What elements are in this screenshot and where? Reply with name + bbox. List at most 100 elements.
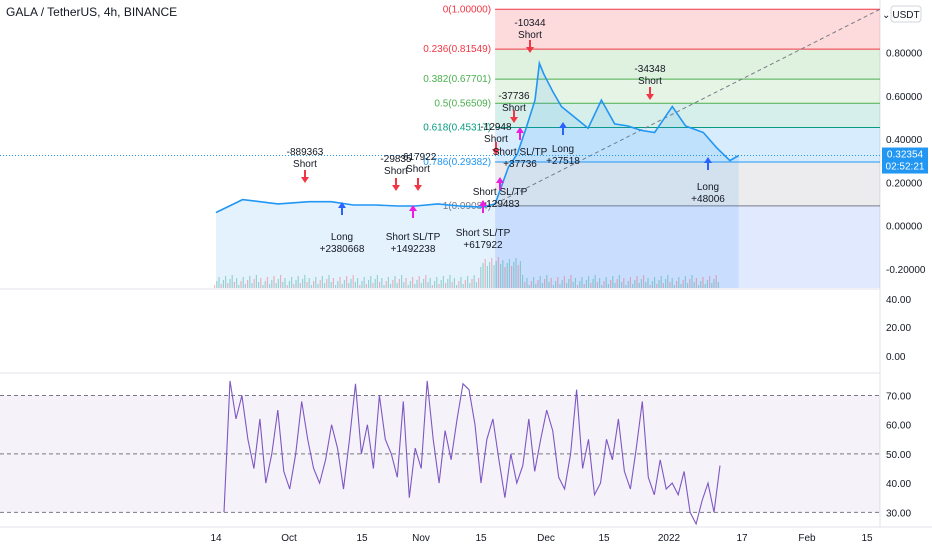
volume-bar <box>579 281 581 288</box>
volume-bar <box>559 284 561 288</box>
volume-bar <box>528 285 530 288</box>
volume-bar <box>456 285 458 288</box>
volume-bar <box>420 283 422 288</box>
trade-arrowhead-icon <box>559 122 567 128</box>
volume-bar <box>497 257 499 288</box>
volume-bar <box>478 278 480 288</box>
volume-bar <box>247 280 249 288</box>
volume-bar <box>645 282 647 288</box>
volume-bar <box>359 285 361 288</box>
price-line <box>215 60 740 214</box>
volume-bar <box>607 284 609 288</box>
volume-bar <box>244 284 246 288</box>
volume-bar <box>414 284 416 288</box>
volume-bar <box>706 280 708 288</box>
volume-bar <box>352 275 354 288</box>
volume-bar <box>561 280 563 288</box>
volume-bar <box>700 281 702 288</box>
volume-bar <box>227 283 229 288</box>
volume-bar <box>418 276 420 288</box>
volume-scale-tick: 40.00 <box>886 295 911 306</box>
volume-bar <box>502 260 504 288</box>
volume-bar <box>308 278 310 288</box>
volume-bar <box>612 276 614 288</box>
trade-arrowhead-icon <box>414 185 422 191</box>
volume-bar <box>594 275 596 288</box>
currency-label[interactable]: USDT <box>892 10 919 21</box>
volume-bar <box>667 275 669 288</box>
volume-bar <box>577 285 579 288</box>
volume-bar <box>596 282 598 288</box>
volume-bar <box>585 280 587 288</box>
fib-level-label: 0(1.00000) <box>443 4 491 15</box>
trade-arrowhead-icon <box>516 127 524 133</box>
fib-level-label: 0.382(0.67701) <box>423 74 491 85</box>
trade-arrowhead-icon <box>338 202 346 208</box>
trade-annotation-line: Short <box>502 103 526 114</box>
trade-arrowhead-icon <box>301 177 309 183</box>
volume-bar <box>638 283 640 288</box>
volume-bar <box>627 281 629 288</box>
volume-bar <box>385 281 387 288</box>
volume-bar <box>429 278 431 288</box>
volume-bar <box>370 276 372 288</box>
trend-line-dashed[interactable] <box>494 8 881 205</box>
volume-bar <box>640 279 642 288</box>
trade-annotation-line: Short <box>484 134 508 145</box>
trade-annotation-line: -12948 <box>480 122 512 133</box>
fib-zone <box>495 161 880 206</box>
volume-bar <box>570 275 572 288</box>
volume-bar <box>390 284 392 288</box>
volume-bar <box>403 282 405 288</box>
volume-bar <box>354 282 356 288</box>
settings-icon[interactable]: ⌄ <box>882 10 890 21</box>
volume-bar <box>715 275 717 288</box>
axes: 0.80000 0.60000 0.40000 0.20000 0.00000 -0.20… <box>210 49 925 545</box>
trade-arrowhead-icon <box>526 47 534 53</box>
volume-bar <box>522 275 524 288</box>
volume-bar <box>236 278 238 288</box>
volume-bar <box>568 279 570 288</box>
volume-bar <box>405 278 407 288</box>
volume-bar <box>662 283 664 288</box>
rsi-scale-tick: 70.00 <box>886 392 911 403</box>
volume-bar <box>526 278 528 288</box>
volume-bar <box>231 275 233 288</box>
volume-bar <box>643 275 645 288</box>
volume-bar <box>469 283 471 288</box>
rsi-pane <box>0 380 880 526</box>
volume-bar <box>392 280 394 288</box>
volume-bar <box>636 276 638 288</box>
trade-annotation-line: -34348 <box>634 64 666 75</box>
fib-zone <box>495 79 880 104</box>
volume-bar <box>357 278 359 288</box>
volume-bar <box>214 285 216 288</box>
trade-annotation-line: Short <box>638 76 662 87</box>
volume-bar <box>713 279 715 288</box>
volume-bar <box>592 279 594 288</box>
volume-bar <box>717 282 719 288</box>
volume-bar <box>557 277 559 288</box>
rsi-line <box>223 380 721 526</box>
volume-bar <box>374 279 376 288</box>
volume-bar <box>332 278 334 288</box>
currency-button[interactable]: USDT <box>890 5 922 23</box>
volume-bar <box>381 278 383 288</box>
volume-bar <box>467 276 469 288</box>
volume-scale-tick: 0.00 <box>886 352 906 363</box>
volume-bar <box>319 280 321 288</box>
fibonacci-retracement[interactable]: 1(0.09084)0.786(0.29382)0.618(0.45317)0.… <box>423 4 880 288</box>
price-area <box>216 63 739 288</box>
price-scale-tick: 0.60000 <box>886 92 923 103</box>
trade-annotation-line: +48006 <box>691 194 725 205</box>
chart-title: GALA / TetherUS, 4h, BINANCE <box>6 5 177 19</box>
trade-annotation-line: +617922 <box>463 240 503 251</box>
volume-bar <box>438 284 440 288</box>
volume-bar <box>451 282 453 288</box>
trend-line[interactable] <box>494 8 881 205</box>
volume-bar <box>460 277 462 288</box>
